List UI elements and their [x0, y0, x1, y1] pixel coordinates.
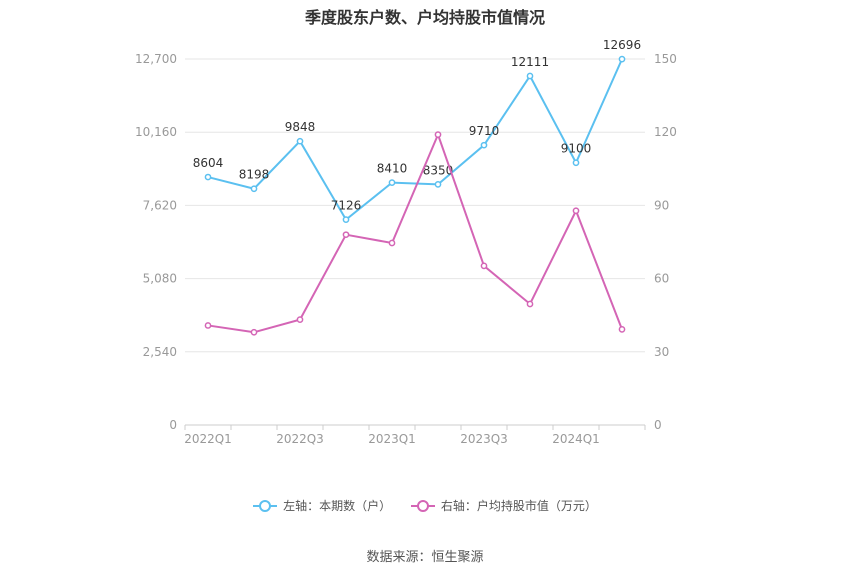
data-label: 7126: [331, 199, 362, 213]
right-series-point: [204, 322, 212, 329]
left-series-point: [250, 185, 258, 193]
legend-label-left: 左轴：本期数（户）: [283, 499, 392, 513]
left-series-point: [618, 55, 626, 63]
left-axis-tick-label: 0: [169, 418, 177, 432]
right-series-line: [207, 131, 623, 334]
left-series-point: [388, 179, 396, 186]
left-axis-tick-label: 10,160: [135, 125, 177, 139]
data-label: 9848: [285, 120, 316, 134]
x-axis-tick-label: 2023Q1: [368, 432, 416, 446]
right-series-point: [342, 231, 350, 239]
right-series-point: [618, 326, 626, 333]
x-axis-tick-label: 2022Q1: [184, 432, 232, 446]
data-label: 8604: [193, 156, 224, 170]
left-axis-tick-label: 2,540: [143, 345, 177, 359]
left-series-line: [207, 58, 623, 222]
data-label: 12696: [603, 38, 641, 52]
chart-title: 季度股东户数、户均持股市值情况: [304, 8, 545, 27]
data-label: 12111: [511, 55, 549, 69]
data-label: 9710: [469, 124, 500, 138]
legend-item-right[interactable]: 右轴：户均持股市值（万元）: [410, 497, 597, 514]
right-axis-tick-label: 120: [654, 125, 677, 139]
right-series-point: [388, 239, 396, 247]
right-series-point: [480, 262, 488, 270]
data-label: 9100: [561, 142, 592, 156]
right-axis-tick-label: 90: [654, 198, 669, 212]
right-series-point: [296, 316, 304, 323]
left-series-point: [204, 173, 212, 181]
x-axis-tick-label: 2022Q3: [276, 432, 324, 446]
right-axis-tick-label: 150: [654, 52, 677, 66]
left-series-point: [434, 181, 442, 188]
left-axis-tick-label: 12,700: [135, 52, 177, 66]
data-label: 8198: [239, 168, 270, 182]
left-series-point: [480, 141, 488, 149]
right-series-point: [526, 300, 534, 308]
x-axis-tick-label: 2024Q1: [552, 432, 600, 446]
line-chart: 0 0 2,540 30 5,080 60 7,620 90 10,160 120 12,700 15…: [135, 38, 677, 446]
data-label: 8410: [377, 162, 408, 176]
left-axis-tick-label: 7,620: [143, 198, 177, 212]
legend-item-left[interactable]: 左轴：本期数（户）: [253, 497, 391, 514]
right-series-point: [572, 207, 580, 215]
right-series-point: [434, 131, 442, 138]
left-axis-tick-label: 5,080: [143, 272, 177, 286]
left-series-point: [526, 72, 534, 80]
legend-swatch-left: [253, 499, 278, 512]
left-series-point: [342, 216, 350, 223]
source-note: 数据来源：恒生聚源: [366, 550, 484, 565]
right-axis-tick-label: 0: [654, 418, 662, 432]
right-axis-tick-label: 60: [654, 272, 669, 286]
legend: 左轴：本期数（户） 右轴：户均持股市值（万元）: [0, 497, 850, 515]
data-label: 8350: [423, 163, 454, 177]
legend-label-right: 右轴：户均持股市值（万元）: [440, 499, 597, 513]
x-axis-tick-label: 2023Q3: [460, 432, 508, 446]
left-series-point: [296, 137, 304, 145]
right-axis-tick-label: 30: [654, 345, 669, 359]
right-series-point: [250, 328, 258, 336]
left-series-point: [572, 159, 580, 167]
legend-swatch-right: [410, 499, 435, 512]
